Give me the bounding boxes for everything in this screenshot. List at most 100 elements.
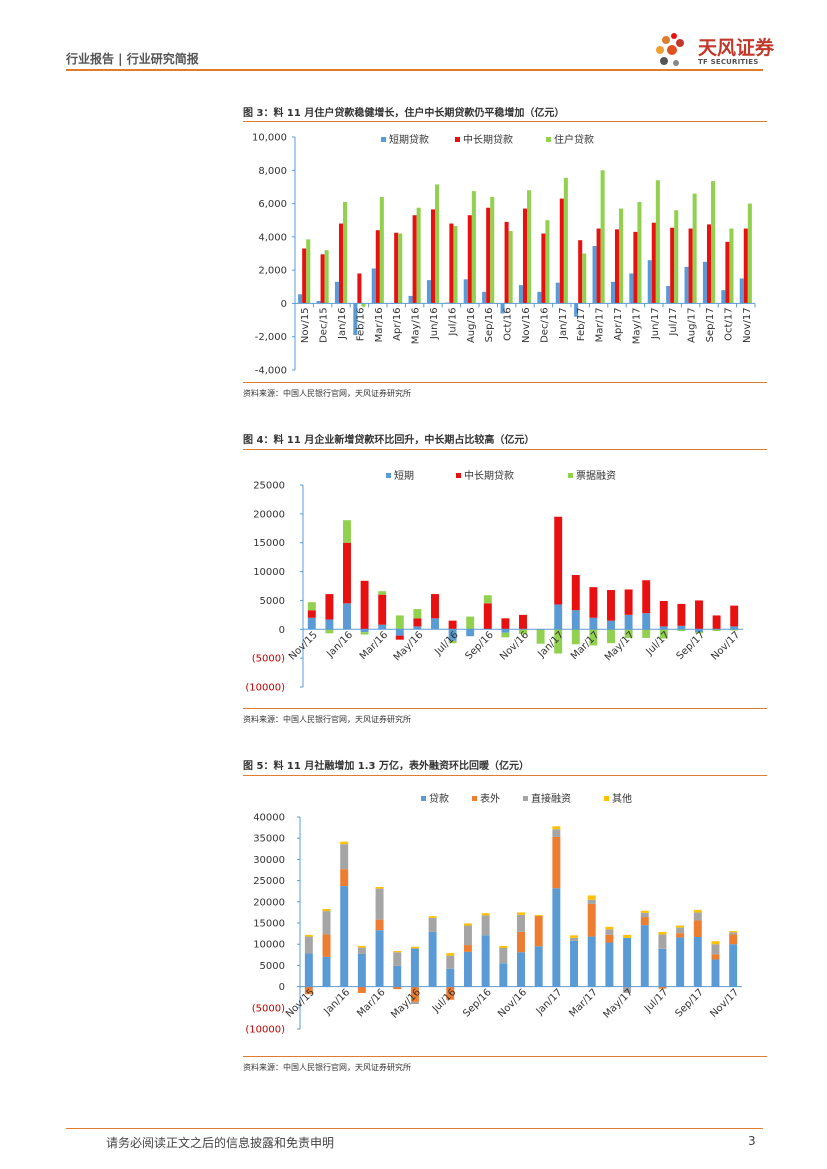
bar-segment-3 — [393, 952, 402, 966]
bar-medium-long-term — [375, 230, 380, 304]
bar-segment-2 — [587, 903, 596, 937]
bar-segment-1 — [640, 925, 649, 987]
x-tick-label: Nov/17 — [708, 987, 741, 1020]
bar-medium-long-term — [688, 228, 693, 304]
legend-label: 贷款 — [429, 792, 449, 805]
bar-household — [508, 231, 513, 304]
bar-short-term — [518, 285, 523, 304]
figure-4-bottom-rule — [243, 708, 767, 709]
bar-medium-long-term — [633, 231, 638, 304]
bar-segment-3 — [466, 616, 475, 630]
y-tick-label: 0 — [279, 982, 285, 993]
bar-segment-4 — [658, 931, 667, 935]
bar-segment-2 — [325, 594, 334, 620]
bar-short-term — [702, 261, 707, 304]
bar-segment-2 — [711, 954, 720, 960]
figure-3-rule — [243, 121, 767, 122]
x-tick-label: Jan/16 — [337, 307, 348, 340]
y-tick-label: 0 — [279, 625, 285, 636]
x-tick-label: Jul/16 — [430, 987, 458, 1015]
x-tick-label: Dec/16 — [539, 307, 550, 342]
x-tick-label: Jul/16 — [432, 630, 460, 658]
bar-segment-3 — [428, 917, 437, 932]
bar-household — [306, 239, 311, 304]
bar-segment-3 — [624, 629, 633, 638]
bar-segment-3 — [658, 934, 667, 949]
bar-short-term — [629, 273, 634, 304]
bar-segment-1 — [501, 629, 510, 633]
bar-segment-2 — [343, 542, 351, 604]
bar-segment-3 — [554, 629, 563, 654]
bar-segment-3 — [322, 911, 331, 935]
bar-segment-4 — [676, 925, 685, 928]
legend-label: 中长期贷款 — [464, 469, 514, 482]
x-tick-label: Jan/16 — [322, 987, 353, 1018]
bar-household — [453, 226, 458, 304]
bar-segment-2 — [413, 618, 422, 627]
figure-5-rule — [243, 775, 767, 776]
bar-household — [527, 190, 532, 304]
bar-segment-3 — [446, 955, 455, 969]
bar-segment-3 — [357, 947, 366, 954]
bar-medium-long-term — [670, 227, 675, 304]
bar-segment-4 — [517, 912, 525, 915]
bar-segment-3 — [413, 609, 422, 619]
bar-segment-3 — [659, 629, 668, 639]
bar-segment-1 — [607, 620, 615, 630]
bar-short-term — [482, 291, 487, 304]
bar-household — [637, 201, 642, 304]
figure-5-chart: (10000) (5000) 0 5000 10000 15000 20000 25000 30… — [245, 792, 742, 1036]
bar-segment-3 — [676, 927, 685, 934]
bar-segment-3 — [623, 986, 632, 993]
bar-medium-long-term — [302, 248, 307, 304]
bar-segment-2 — [393, 986, 402, 990]
y-tick-label: 20000 — [253, 509, 285, 520]
bar-medium-long-term — [522, 208, 528, 304]
bar-segment-1 — [481, 935, 490, 987]
bar-short-term — [574, 303, 579, 317]
bar-segment-2 — [410, 986, 419, 1002]
figure-4-title: 图 4：料 11 月企业新增贷款环比回升，中长期占比较高（亿元） — [243, 435, 535, 446]
x-tick-label: Jan/16 — [324, 630, 355, 661]
bar-segment-1 — [693, 936, 702, 987]
figure-5-bottom-rule — [243, 1056, 767, 1057]
bar-segment-4 — [534, 914, 543, 916]
bar-segment-3 — [501, 632, 510, 638]
bar-segment-1 — [552, 888, 561, 987]
bar-household — [729, 228, 734, 304]
bar-segment-3 — [499, 948, 508, 964]
bar-segment-1 — [431, 618, 439, 630]
bar-short-term — [334, 281, 339, 304]
bar-segment-3 — [343, 520, 351, 543]
x-tick-label: Oct/17 — [723, 307, 734, 340]
bar-segment-2 — [659, 601, 668, 627]
bar-segment-3 — [448, 640, 457, 644]
bar-segment-1 — [570, 940, 579, 987]
y-tick-label: 35000 — [253, 834, 285, 845]
bar-segment-2 — [446, 986, 455, 1000]
bar-medium-long-term — [430, 209, 436, 304]
figure-4-rule — [243, 449, 767, 450]
bar-segment-1 — [623, 937, 632, 987]
y-tick-label: (5000) — [252, 654, 285, 665]
footer-disclaimer: 请务必阅读正文之后的信息披露和免责申明 — [106, 1136, 335, 1150]
bar-short-term — [666, 285, 671, 304]
x-tick-label: Nov/17 — [742, 307, 753, 343]
bar-short-term — [426, 280, 431, 304]
bar-segment-3 — [519, 629, 527, 634]
footer-rule — [66, 1128, 763, 1129]
bar-segment-2 — [640, 917, 649, 926]
bar-segment-4 — [640, 910, 649, 913]
bar-segment-3 — [552, 829, 561, 837]
y-tick-label: -4,000 — [255, 366, 287, 377]
bar-segment-2 — [322, 934, 331, 957]
bar-segment-3 — [570, 937, 579, 941]
y-tick-label: 10000 — [253, 567, 285, 578]
bar-segment-3 — [378, 591, 387, 595]
logo-english: TF SECURITIES — [698, 58, 759, 66]
bar-segment-2 — [463, 945, 472, 952]
bar-medium-long-term — [651, 222, 656, 304]
bar-segment-1 — [711, 959, 720, 987]
figure-4-chart: (10000) (5000) 0 5000 10000 15000 20000 25000 No… — [245, 469, 743, 694]
bar-segment-1 — [695, 629, 703, 633]
